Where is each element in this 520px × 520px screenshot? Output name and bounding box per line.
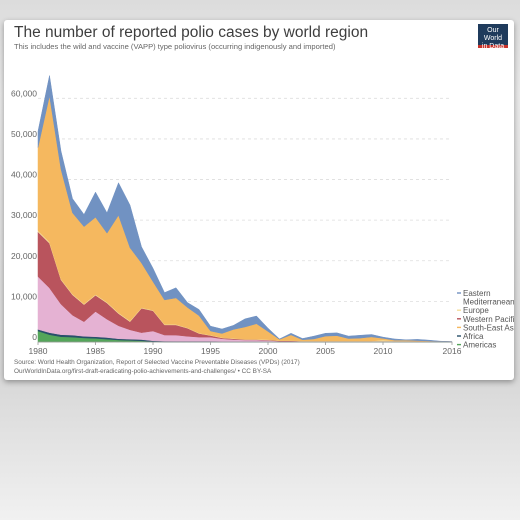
legend-label[interactable]: South-East Asia (463, 323, 514, 332)
legend-label[interactable]: Europe (463, 306, 489, 315)
y-tick-label: 10,000 (11, 291, 37, 301)
y-tick-label: 30,000 (11, 210, 37, 220)
legend-label[interactable]: Western Pacific (463, 315, 514, 324)
chart-title: The number of reported polio cases by wo… (14, 24, 369, 41)
chart-subtitle: This includes the wild and vaccine (VAPP… (14, 42, 336, 51)
x-tick-label: 1980 (29, 346, 48, 356)
y-tick-label: 20,000 (11, 251, 37, 261)
y-tick-label: 60,000 (11, 88, 37, 98)
y-tick-label: 50,000 (11, 129, 37, 139)
x-tick-label: 1990 (144, 346, 163, 356)
logo-line-2: in Data (481, 43, 505, 50)
legend-label[interactable]: Africa (463, 332, 484, 341)
source-note: Source: World Health Organization, Repor… (14, 359, 300, 366)
x-tick-label: 2010 (374, 346, 393, 356)
owid-logo[interactable]: Our World in Data (478, 24, 508, 50)
source-url: OurWorldInData.org/first-draft-eradicati… (14, 368, 272, 375)
logo-line-1: Our World (483, 27, 503, 42)
x-tick-label: 2005 (316, 346, 335, 356)
legend-label[interactable]: Eastern (463, 289, 491, 298)
x-tick-label: 2000 (259, 346, 278, 356)
y-tick-label: 40,000 (11, 170, 37, 180)
x-tick-label: 1995 (201, 346, 220, 356)
legend-label[interactable]: Americas (463, 341, 496, 350)
area-chart: 0 10,000 20,000 30,000 40,000 50,000 60,000 198… (11, 75, 514, 356)
y-tick-label: 0 (32, 332, 37, 342)
x-tick-label: 2016 (443, 346, 462, 356)
x-tick-label: 1985 (86, 346, 105, 356)
chart-card: The number of reported polio cases by wo… (4, 20, 514, 380)
legend-label[interactable]: Mediterranean (463, 298, 514, 307)
